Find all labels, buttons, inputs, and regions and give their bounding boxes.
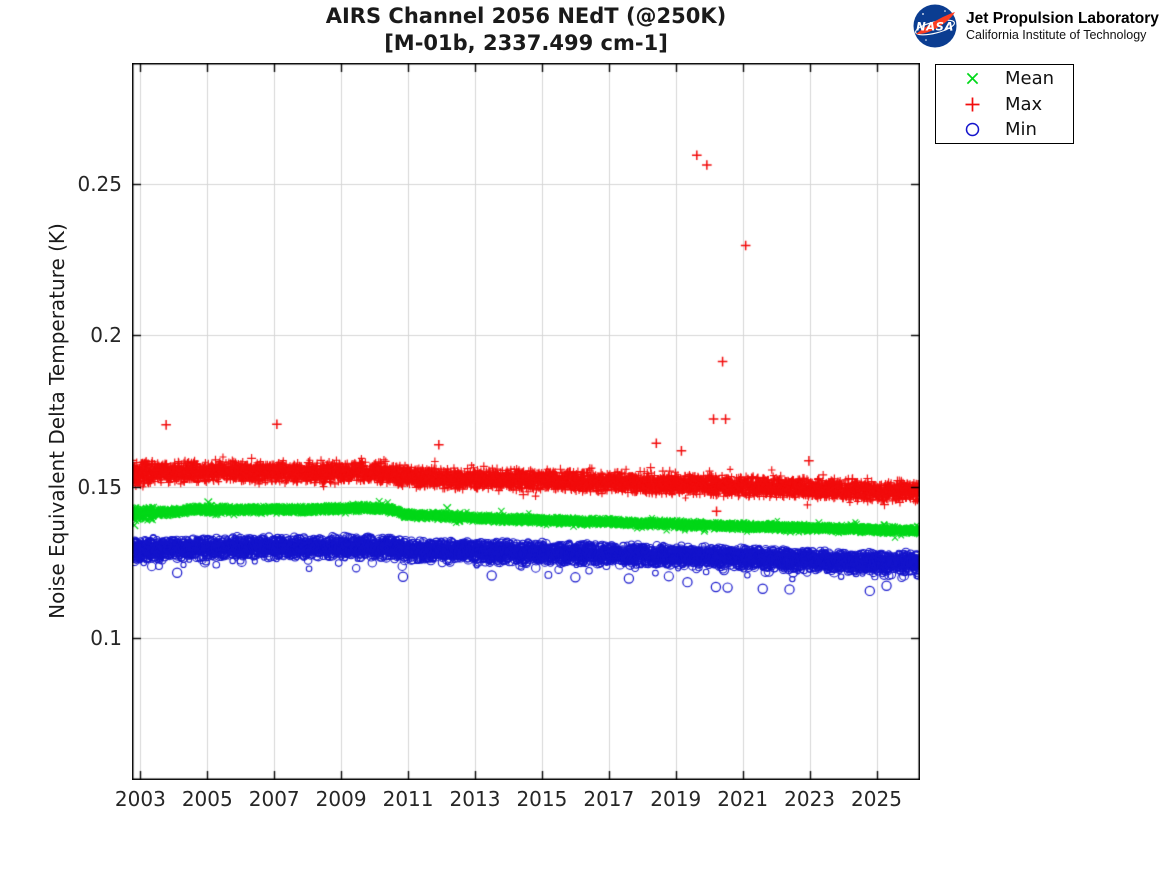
y-tick-label: 0.15	[77, 474, 122, 499]
x-tick-label: 2005	[181, 787, 233, 811]
y-axis-label: Noise Equivalent Delta Temperature (K)	[45, 223, 69, 619]
x-tick-label: 2011	[382, 787, 434, 811]
x-tick-label: 2009	[315, 787, 367, 811]
chart-title: AIRS Channel 2056 NEdT (@250K)	[325, 4, 727, 28]
x-tick-label: 2019	[650, 787, 702, 811]
nasa-meatball-icon: NASA	[913, 4, 957, 48]
jpl-name: Jet Propulsion Laboratory	[966, 9, 1159, 27]
legend-item-mean: Mean	[936, 67, 1073, 91]
plot-canvas	[132, 63, 920, 780]
y-tick-label: 0.2	[90, 323, 122, 348]
jpl-branding: NASA Jet Propulsion Laboratory Californi…	[912, 3, 1159, 49]
max-plus-marker-icon	[965, 97, 980, 111]
legend-label-mean: Mean	[1005, 68, 1055, 89]
caltech-name: California Institute of Technology	[966, 27, 1147, 42]
svg-text:NASA: NASA	[916, 20, 954, 34]
legend-item-min: Min	[936, 118, 1073, 142]
x-tick-label: 2017	[583, 787, 635, 811]
x-tick-label: 2007	[248, 787, 300, 811]
x-tick-label: 2021	[717, 787, 769, 811]
x-tick-label: 2025	[851, 787, 902, 811]
chart-subtitle: [M-01b, 2337.499 cm-1]	[384, 31, 668, 55]
x-tick-label: 2003	[114, 787, 166, 811]
legend-label-min: Min	[1005, 119, 1037, 140]
y-tick-label: 0.1	[90, 625, 122, 650]
chart-title-block: AIRS Channel 2056 NEdT (@250K) [M-01b, 2…	[132, 3, 920, 57]
mean-x-marker-icon	[966, 72, 979, 85]
jpl-wordmark: Jet Propulsion Laboratory California Ins…	[966, 10, 1159, 43]
x-tick-label: 2015	[516, 787, 568, 811]
legend: Mean Max Min	[935, 64, 1074, 144]
min-circle-marker-icon	[965, 122, 980, 137]
x-tick-label: 2023	[784, 787, 836, 811]
x-tick-label: 2013	[449, 787, 501, 811]
legend-label-max: Max	[1005, 93, 1043, 115]
plot-area	[132, 63, 920, 780]
y-tick-label: 0.25	[77, 172, 122, 196]
legend-item-max: Max	[936, 92, 1073, 116]
